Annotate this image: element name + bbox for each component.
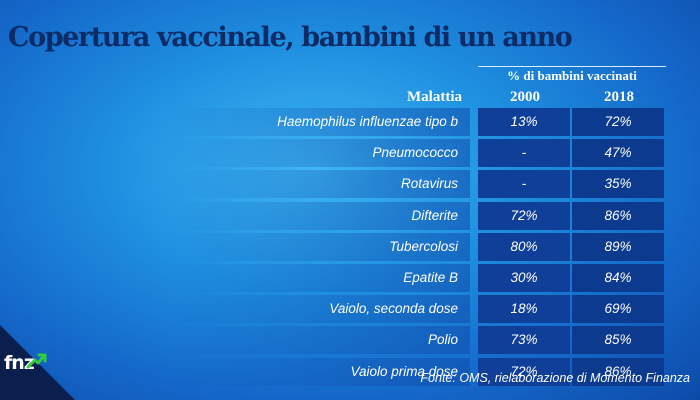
table-row: Rotavirus -35% [0,170,700,199]
disease-label: Epatite B [403,270,458,285]
cell-2018: 85% [572,326,664,355]
cell-2000: 80% [478,232,570,261]
cell-2018: 84% [572,264,664,292]
cell-2018: 86% [572,357,664,386]
row-label-band [170,232,470,261]
row-label-band [170,295,470,324]
disease-label: Rotavirus [400,176,458,192]
row-label-band [170,264,470,292]
cell-2018: 89% [572,232,664,261]
disease-label: Tubercolosi [389,238,458,254]
row-label-band [170,170,470,199]
disease-label: Haemophilus influenzae tipo b [277,114,458,129]
table-row: Tubercolosi 80% 89% [0,232,700,261]
disease-label: Pneumococco [372,145,458,161]
cell-2000: 72% [478,357,570,386]
cell-2018: 86% [572,201,664,230]
brand-logo: fnz [4,352,35,374]
table-row: Epatite B 30% 84% [0,264,700,292]
group-header: % di bambini vaccinati [478,66,666,84]
row-label-band [170,357,470,386]
cell-2018: 35% [572,170,664,199]
table-row: Difterite 72% 86% [0,201,700,230]
row-label-band [170,326,470,355]
row-label-band [170,139,470,168]
source-note: Fonte: OMS, rielaborazione di Momento Fi… [420,371,690,385]
table-row: Haemophilus influenzae tipo b 13% 72% [0,108,700,136]
chart-title: Copertura vaccinale, bambini di un anno [8,22,573,53]
disease-label: Polio [427,332,458,348]
cell-2018: 72% [572,108,664,136]
column-header-2018: 2018 [604,89,634,105]
cell-2018: 69% [572,295,664,324]
cell-2000: - [478,170,570,199]
trend-arrow-icon [26,353,47,369]
cell-2018: 47% [572,139,664,168]
row-label-band [170,108,470,136]
cell-2000: 30% [478,264,570,292]
column-header-malattia: Malattia [407,89,462,105]
disease-label: Vaiolo, seconda dose [329,301,458,317]
table-row: Vaiolo, seconda dose 18% 69% [0,295,700,324]
table-row: Polio 73% 85% [0,326,700,355]
cell-2000: 13% [478,108,570,136]
cell-2000: 18% [478,295,570,324]
table-row: Vaiolo prima dose 72% 86% [0,357,700,386]
column-header-2000: 2000 [510,89,540,105]
cell-2000: - [478,139,570,168]
cell-2000: 73% [478,326,570,355]
disease-label: Vaiolo prima dose [350,363,458,379]
row-label-band [170,201,470,230]
table-row: Pneumococco -47% [0,139,700,168]
cell-2000: 72% [478,201,570,230]
disease-label: Difterite [411,207,458,223]
